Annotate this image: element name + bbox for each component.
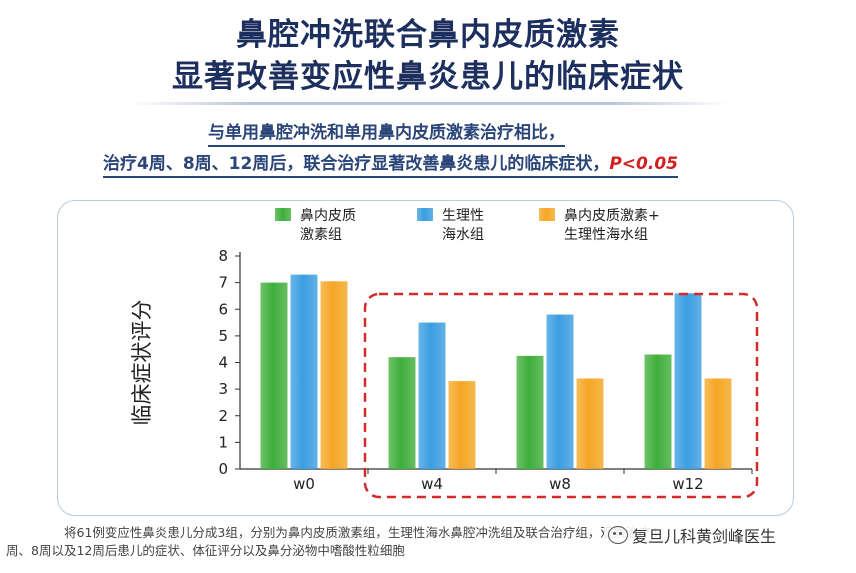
legend-swatch-2 — [417, 208, 433, 221]
bar-w8-series-1 — [516, 355, 544, 469]
legend-label-2-line2: 海水组 — [442, 227, 484, 243]
y-tick-label-1: 1 — [218, 433, 228, 451]
caption-line2: 周、8周以及12周后患儿的症状、体征评分以及鼻分泌物中嗜酸性粒细胞 — [6, 543, 405, 558]
bar-w8-series-3 — [576, 378, 604, 469]
wechat-icon — [608, 526, 628, 544]
p-value: P<0.05 — [609, 154, 678, 174]
page-title-line1: 鼻腔冲洗联合鼻内皮质激素 — [236, 17, 620, 53]
bar-w4-series-2 — [418, 322, 446, 469]
y-tick-label-3: 3 — [218, 380, 228, 398]
legend-swatch-3 — [539, 208, 555, 221]
legend-label-1-line2: 激素组 — [300, 226, 342, 243]
title-divider — [130, 102, 730, 105]
legend-label-1-line1: 鼻内皮质 — [300, 207, 356, 224]
title-block: 鼻腔冲洗联合鼻内皮质激素 显著改善变应性鼻炎患儿的临床症状 — [0, 14, 856, 98]
legend-label-2-line1: 生理性 — [442, 208, 484, 224]
bar-w0-series-1 — [260, 282, 288, 469]
y-tick-label-0: 0 — [218, 460, 228, 478]
bar-chart: 鼻内皮质激素组生理性海水组鼻内皮质激素+生理性海水组临床症状评分01234567… — [130, 207, 759, 499]
y-axis-label: 临床症状评分 — [130, 300, 154, 426]
y-tick-label-7: 7 — [218, 274, 228, 292]
highlight-box — [363, 292, 759, 499]
subtitle-line2-text: 治疗4周、8周、12周后，联合治疗显著改善鼻炎患儿的临床症状， — [103, 154, 610, 174]
subtitle-line1: 与单用鼻腔冲洗和单用鼻内皮质激素治疗相比， — [208, 122, 565, 147]
bar-w4-series-1 — [388, 357, 416, 469]
page-title-line2: 显著改善变应性鼻炎患儿的临床症状 — [172, 59, 684, 95]
bar-w0-series-3 — [320, 281, 348, 469]
watermark-text: 复旦儿科黄剑峰医生 — [632, 527, 777, 546]
subtitle-line2: 治疗4周、8周、12周后，联合治疗显著改善鼻炎患儿的临床症状，P<0.05 — [103, 153, 678, 178]
x-tick-label-w4: w4 — [421, 475, 443, 493]
y-tick-label-6: 6 — [218, 300, 228, 318]
y-tick-label-4: 4 — [218, 354, 228, 372]
figure-caption: 将61例变应性鼻炎患儿分成3组，分别为鼻内皮质激素组，生理性海水鼻腔冲洗组及联合… — [6, 524, 852, 560]
bar-w8-series-2 — [546, 314, 574, 469]
legend-swatch-1 — [275, 208, 291, 221]
x-tick-label-w8: w8 — [549, 475, 571, 493]
bar-w12-series-3 — [704, 378, 732, 469]
subtitle-line1-text: 与单用鼻腔冲洗和单用鼻内皮质激素治疗相比， — [208, 123, 565, 143]
legend-label-3-line1: 鼻内皮质激素+ — [564, 207, 660, 224]
caption-line1: 将61例变应性鼻炎患儿分成3组，分别为鼻内皮质激素组，生理性海水鼻腔冲洗组及联合… — [64, 525, 659, 540]
bar-w0-series-2 — [290, 274, 318, 469]
y-tick-label-8: 8 — [218, 247, 228, 265]
x-tick-label-w0: w0 — [293, 475, 315, 493]
y-tick-label-5: 5 — [218, 327, 228, 345]
bar-w4-series-3 — [448, 381, 476, 469]
watermark: 复旦儿科黄剑峰医生 — [604, 524, 781, 546]
x-tick-label-w12: w12 — [672, 475, 703, 493]
y-tick-label-2: 2 — [218, 407, 228, 425]
bar-w12-series-1 — [644, 354, 672, 469]
bar-w12-series-2 — [674, 293, 702, 469]
legend-label-3-line2: 生理性海水组 — [564, 227, 648, 243]
